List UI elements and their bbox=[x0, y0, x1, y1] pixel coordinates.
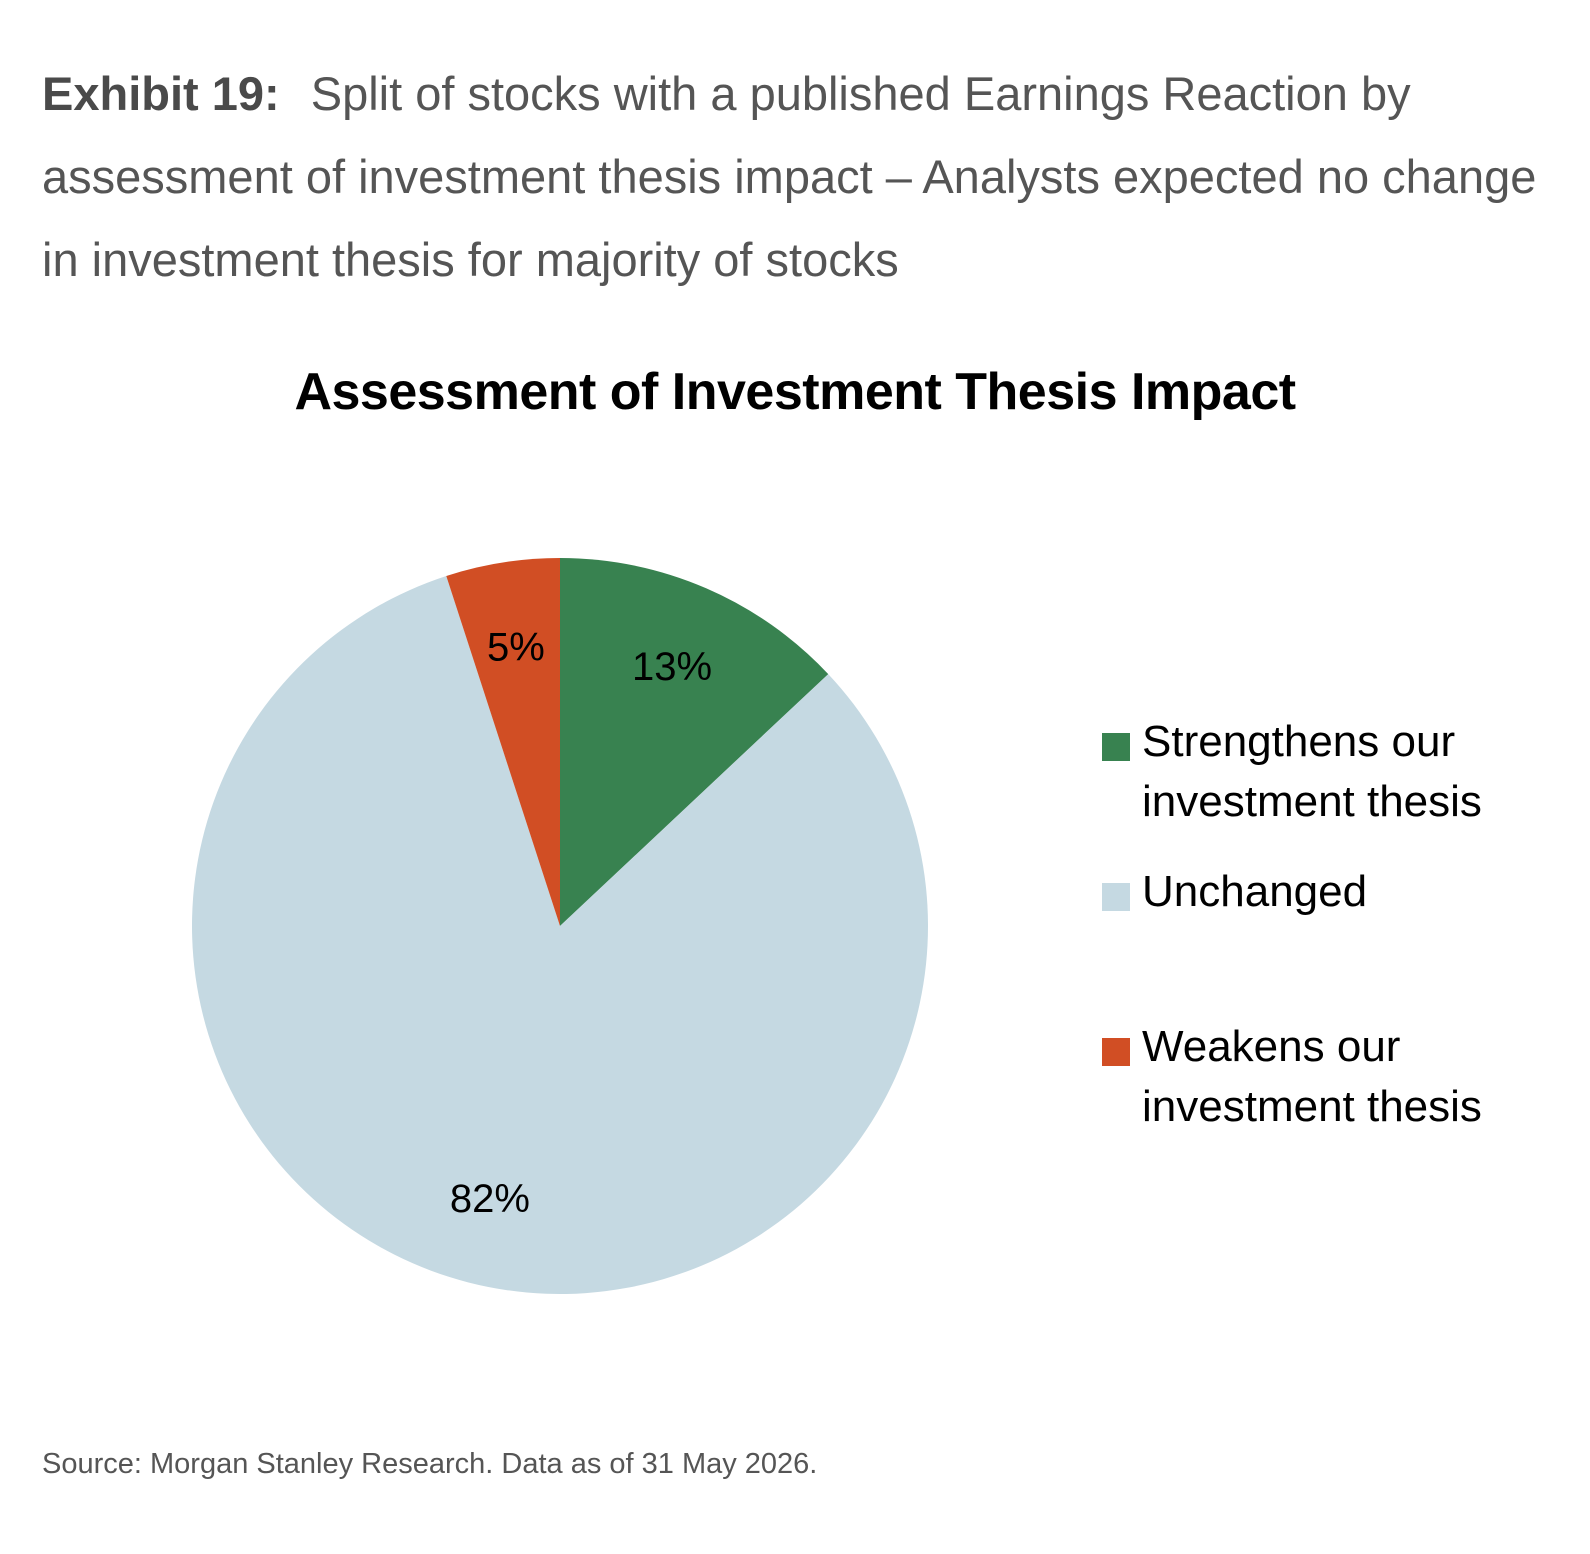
legend-swatch bbox=[1102, 1038, 1130, 1066]
legend-item: Unchanged bbox=[1102, 862, 1532, 922]
pie-slice-2 bbox=[446, 558, 560, 926]
pie-slice-0 bbox=[560, 558, 829, 926]
legend-swatch bbox=[1102, 883, 1130, 911]
chart-title: Assessment of Investment Thesis Impact bbox=[294, 363, 1296, 421]
slice-data-label: 5% bbox=[487, 625, 545, 669]
source-note: Source: Morgan Stanley Research. Data as… bbox=[42, 1448, 818, 1480]
legend-item: Strengthens our investment thesis bbox=[1102, 712, 1532, 832]
slice-data-label: 13% bbox=[632, 645, 712, 689]
legend-item: Weakens our investment thesis bbox=[1102, 1017, 1532, 1137]
legend-label: Weakens our investment thesis bbox=[1142, 1022, 1482, 1131]
pie-slice-1 bbox=[192, 576, 928, 1295]
legend-label: Unchanged bbox=[1142, 867, 1368, 916]
legend-swatch bbox=[1102, 733, 1130, 761]
exhibit-label: Exhibit 19: bbox=[42, 67, 280, 120]
exhibit-text: Split of stocks with a published Earning… bbox=[42, 67, 1537, 286]
slice-data-label: 82% bbox=[450, 1177, 530, 1221]
exhibit-caption: Exhibit 19: Split of stocks with a publi… bbox=[42, 52, 1542, 301]
legend-label: Strengthens our investment thesis bbox=[1142, 717, 1482, 826]
